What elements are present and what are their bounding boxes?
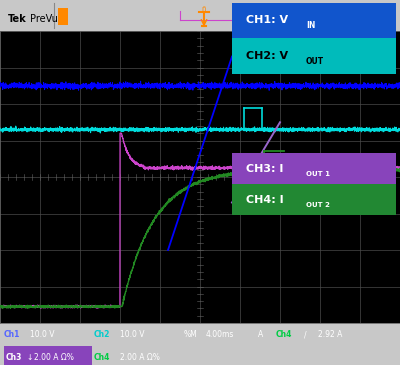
Text: 10.0 V: 10.0 V [30, 330, 54, 339]
Text: CH3: I: CH3: I [246, 164, 283, 174]
Text: OUT 2: OUT 2 [306, 202, 330, 208]
Text: OUT: OUT [306, 57, 324, 66]
Text: PreVu: PreVu [30, 14, 58, 24]
Text: A: A [258, 330, 263, 339]
Text: Ch3: Ch3 [6, 353, 22, 362]
Text: 4.00ms: 4.00ms [206, 330, 234, 339]
Text: Ch4: Ch4 [276, 330, 292, 339]
Text: CH1: V: CH1: V [246, 15, 288, 26]
Text: CH4: I: CH4: I [246, 195, 284, 205]
Text: /: / [304, 330, 307, 339]
Text: OUT 1: OUT 1 [306, 171, 330, 177]
Text: 2.00 A Ω%: 2.00 A Ω% [120, 353, 160, 362]
Text: %M: %M [184, 330, 198, 339]
Text: 10.0 V: 10.0 V [120, 330, 144, 339]
Text: Ch2: Ch2 [94, 330, 110, 339]
Text: Ch4: Ch4 [94, 353, 110, 362]
Text: Tek: Tek [8, 14, 27, 24]
Text: Ch1: Ch1 [4, 330, 20, 339]
Bar [4, 346, 92, 365]
Text: ñ: ñ [202, 6, 206, 12]
Text: IN: IN [306, 21, 315, 30]
Text: 2.92 A: 2.92 A [318, 330, 342, 339]
Text: CH2: V: CH2: V [246, 51, 288, 61]
Bar [58, 8, 68, 25]
Text: ↓: ↓ [26, 353, 32, 362]
Text: 2.00 A Ω%: 2.00 A Ω% [34, 353, 74, 362]
